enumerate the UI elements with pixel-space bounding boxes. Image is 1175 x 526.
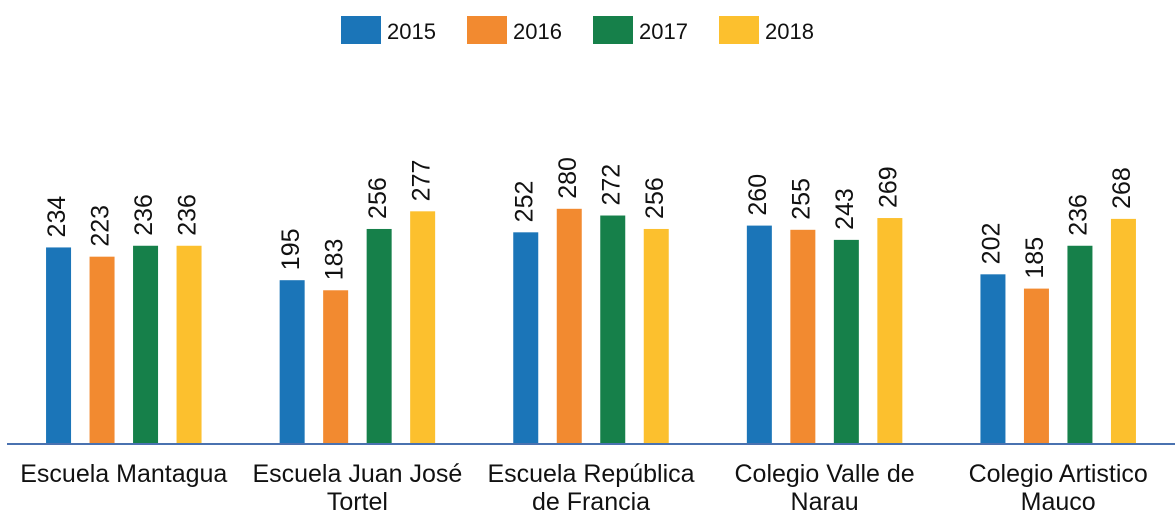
value-label: 183 (320, 239, 348, 281)
value-label: 185 (1021, 237, 1049, 279)
bar (980, 274, 1006, 444)
value-label: 272 (597, 164, 625, 206)
value-label: 243 (831, 188, 859, 230)
legend-label: 2017 (639, 19, 688, 44)
bar (1023, 288, 1049, 444)
bar (600, 215, 626, 444)
value-label: 255 (787, 178, 815, 220)
bar (556, 208, 582, 444)
value-label: 277 (407, 160, 435, 202)
legend-swatch (719, 16, 759, 44)
bar (1067, 245, 1093, 444)
bar (176, 245, 202, 444)
value-label: 202 (978, 223, 1006, 265)
value-label: 236 (130, 194, 158, 236)
value-label: 256 (364, 177, 392, 219)
value-label: 252 (510, 181, 538, 223)
bar (279, 280, 305, 444)
value-label: 280 (554, 157, 582, 199)
value-label: 269 (874, 166, 902, 208)
bar (1110, 218, 1136, 444)
bar (46, 247, 72, 444)
value-label: 195 (277, 228, 305, 270)
bar (133, 245, 159, 444)
value-label: 260 (744, 174, 772, 216)
value-label: 256 (641, 177, 669, 219)
legend-label: 2018 (765, 19, 814, 44)
value-label: 236 (1065, 194, 1093, 236)
legend-swatch (341, 16, 381, 44)
bar (513, 232, 539, 444)
legend-label: 2015 (387, 19, 436, 44)
bar (323, 290, 349, 444)
bar (366, 228, 392, 444)
x-tick-label: Escuela Mantagua (20, 460, 228, 488)
legend-swatch (467, 16, 507, 44)
value-label: 268 (1108, 167, 1136, 209)
legend-label: 2016 (513, 19, 562, 44)
bar (877, 218, 903, 444)
bar (89, 256, 115, 444)
bar (410, 211, 436, 444)
bar (643, 228, 669, 444)
x-tick-label: Escuela República de Francia (487, 460, 695, 516)
value-label: 223 (87, 205, 115, 247)
bar (790, 229, 816, 444)
x-tick-label: Escuela Juan José Tortel (252, 460, 463, 516)
bar (833, 239, 859, 444)
x-tick-label: Colegio Valle de Narau (734, 460, 915, 516)
value-label: 236 (174, 194, 202, 236)
legend-swatch (593, 16, 633, 44)
value-label: 234 (43, 196, 71, 238)
bar (746, 225, 772, 444)
x-tick-label: Colegio Artistico Mauco (968, 460, 1148, 516)
